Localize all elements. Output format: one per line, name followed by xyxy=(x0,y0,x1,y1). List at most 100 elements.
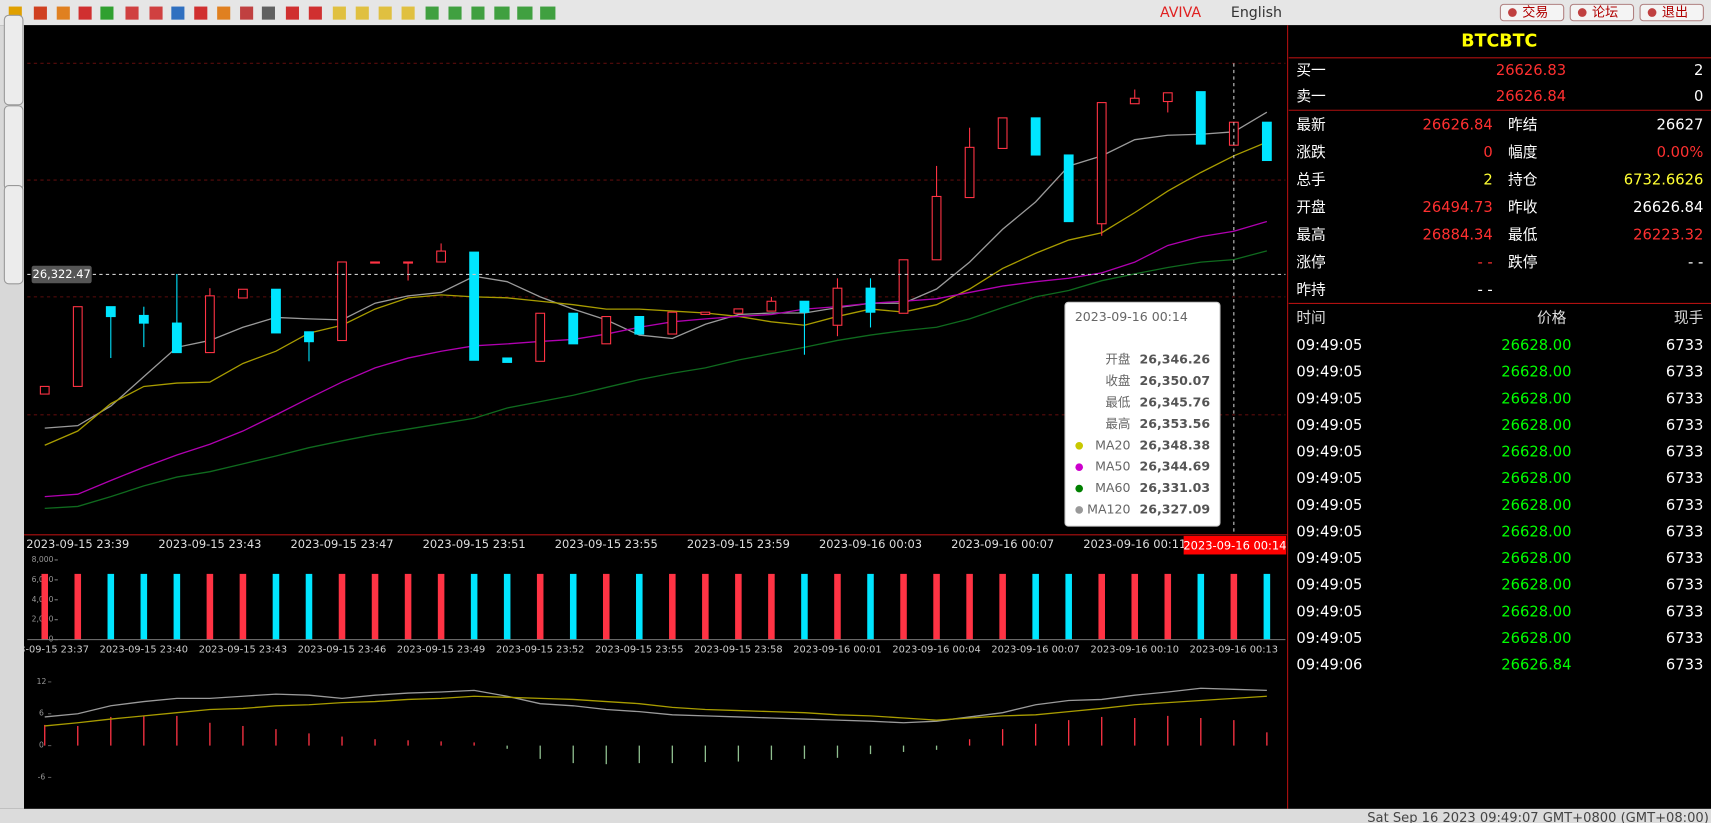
toolbar-button[interactable] xyxy=(1639,3,1704,22)
stat-label: 总手 xyxy=(1296,172,1326,189)
volume-bar xyxy=(1098,573,1105,640)
trade-cell: 09:49:05 xyxy=(1296,337,1362,354)
icon[interactable] xyxy=(100,6,114,20)
trade-cell: 26628.00 xyxy=(1501,390,1571,407)
trade-cell: 6733 xyxy=(1666,630,1703,647)
button-label[interactable]: 交易 xyxy=(1522,4,1548,21)
stat-value: 26884.34 xyxy=(1423,227,1493,244)
ma-line xyxy=(44,141,1268,446)
icon[interactable] xyxy=(425,6,439,20)
volume-bar xyxy=(74,573,82,640)
candle-body xyxy=(1261,121,1272,162)
icon[interactable] xyxy=(261,6,275,20)
button-label[interactable]: 退出 xyxy=(1662,5,1688,21)
button-label[interactable]: 论坛 xyxy=(1592,5,1618,21)
volume-bar xyxy=(140,573,148,640)
x-tick-label: 2023-09-15 23:49 xyxy=(397,644,485,655)
trade-cell: 26626.84 xyxy=(1501,657,1571,674)
icon[interactable] xyxy=(494,6,510,20)
x-tick-label: 2023-09-16 00:07 xyxy=(991,644,1079,655)
candle-body xyxy=(667,311,678,335)
tooltip-label: MA120 xyxy=(1087,501,1130,516)
book-label: 卖一 xyxy=(1296,88,1326,105)
side-tab[interactable] xyxy=(3,105,24,191)
tooltip-value: 26,346.26 xyxy=(1139,352,1210,367)
volume-bar xyxy=(206,573,214,640)
candle-body xyxy=(1162,92,1173,103)
volume-bar xyxy=(602,573,610,640)
icon[interactable] xyxy=(171,6,185,20)
ma-line xyxy=(44,250,1268,510)
charts: 2023-09-15 23:39 2023-09-15 23:43 2023-09-… xyxy=(24,63,1286,781)
icon[interactable] xyxy=(355,6,369,20)
book-qty: 2 xyxy=(1694,62,1703,79)
legend-dot xyxy=(1075,484,1084,493)
tooltip-label: 最低 xyxy=(1105,394,1131,409)
crosshair-y-label: 26,322.47 xyxy=(33,267,91,281)
icon[interactable] xyxy=(308,6,322,20)
candle-body xyxy=(337,261,347,342)
candlestick-chart: 2023-09-15 23:39 2023-09-15 23:43 2023-09-… xyxy=(26,63,1286,555)
candle-body xyxy=(502,357,513,363)
side-tab[interactable] xyxy=(3,14,24,106)
trade-cell: 6733 xyxy=(1666,444,1703,461)
x-tick-label: 2023-09-16 00:01 xyxy=(793,644,881,655)
tooltip-value: 26,344.69 xyxy=(1139,459,1210,474)
icon[interactable] xyxy=(401,6,415,20)
volume-bar xyxy=(1131,573,1139,640)
volume-bar xyxy=(735,573,742,640)
volume-bar xyxy=(1164,573,1172,640)
icon[interactable] xyxy=(56,6,70,20)
quote-panel xyxy=(1288,57,1711,304)
volume-bar xyxy=(371,573,379,640)
toolbar-button[interactable] xyxy=(1499,3,1565,22)
icon[interactable] xyxy=(540,6,556,20)
icon[interactable] xyxy=(448,6,462,20)
icon[interactable] xyxy=(125,6,139,20)
x-tick-label: 2023-09-16 00:03 xyxy=(819,537,922,551)
volume-bar xyxy=(867,573,874,640)
icon[interactable] xyxy=(517,6,533,20)
x-tick-label: 2023-09-15 23:55 xyxy=(555,537,658,551)
symbol: BTCBTC xyxy=(1461,31,1537,51)
toolbar-button[interactable] xyxy=(1569,3,1635,22)
trade-cell: 6733 xyxy=(1666,577,1703,594)
icon[interactable] xyxy=(471,6,485,20)
icon[interactable] xyxy=(240,6,254,20)
volume-bar xyxy=(834,573,841,640)
y-tick-label: 6 xyxy=(39,709,44,718)
tooltip-label: MA60 xyxy=(1095,480,1130,495)
trade-cell: 6733 xyxy=(1666,390,1703,407)
candle-body xyxy=(370,261,380,264)
book-price: 26626.84 xyxy=(1496,88,1566,105)
candle-body xyxy=(931,195,942,261)
candle-body xyxy=(1063,154,1074,223)
trade-cell: 26628.00 xyxy=(1501,444,1571,461)
y-tick-label: -6 xyxy=(38,772,46,781)
icon[interactable] xyxy=(332,6,346,20)
volume-bar xyxy=(503,573,511,640)
x-tick-label: 2023-09-15 23:47 xyxy=(290,537,393,551)
icon[interactable] xyxy=(149,6,163,20)
stat-value: 26626.84 xyxy=(1423,117,1493,134)
trade-cell: 09:49:05 xyxy=(1296,364,1362,381)
side-tab[interactable] xyxy=(3,185,24,285)
tooltip-value: 26,353.56 xyxy=(1139,416,1210,431)
stat-value: 2 xyxy=(1483,172,1492,189)
candle-body xyxy=(436,250,447,263)
icon[interactable] xyxy=(378,6,392,20)
candle-body xyxy=(898,259,909,314)
icon[interactable] xyxy=(194,6,208,20)
trade-cell: 6733 xyxy=(1666,550,1703,567)
icon[interactable] xyxy=(285,6,299,20)
tooltip-value: 26,327.09 xyxy=(1139,501,1210,516)
book-price: 26626.83 xyxy=(1496,62,1566,79)
icon[interactable] xyxy=(33,6,47,20)
volume-bar xyxy=(338,573,346,640)
language-switch[interactable]: English xyxy=(1231,5,1282,21)
stat-value: 6732.6626 xyxy=(1624,172,1704,189)
icon[interactable] xyxy=(217,6,231,20)
volume-bar xyxy=(1263,573,1271,640)
volume-bar xyxy=(272,573,280,640)
icon[interactable] xyxy=(78,6,92,20)
